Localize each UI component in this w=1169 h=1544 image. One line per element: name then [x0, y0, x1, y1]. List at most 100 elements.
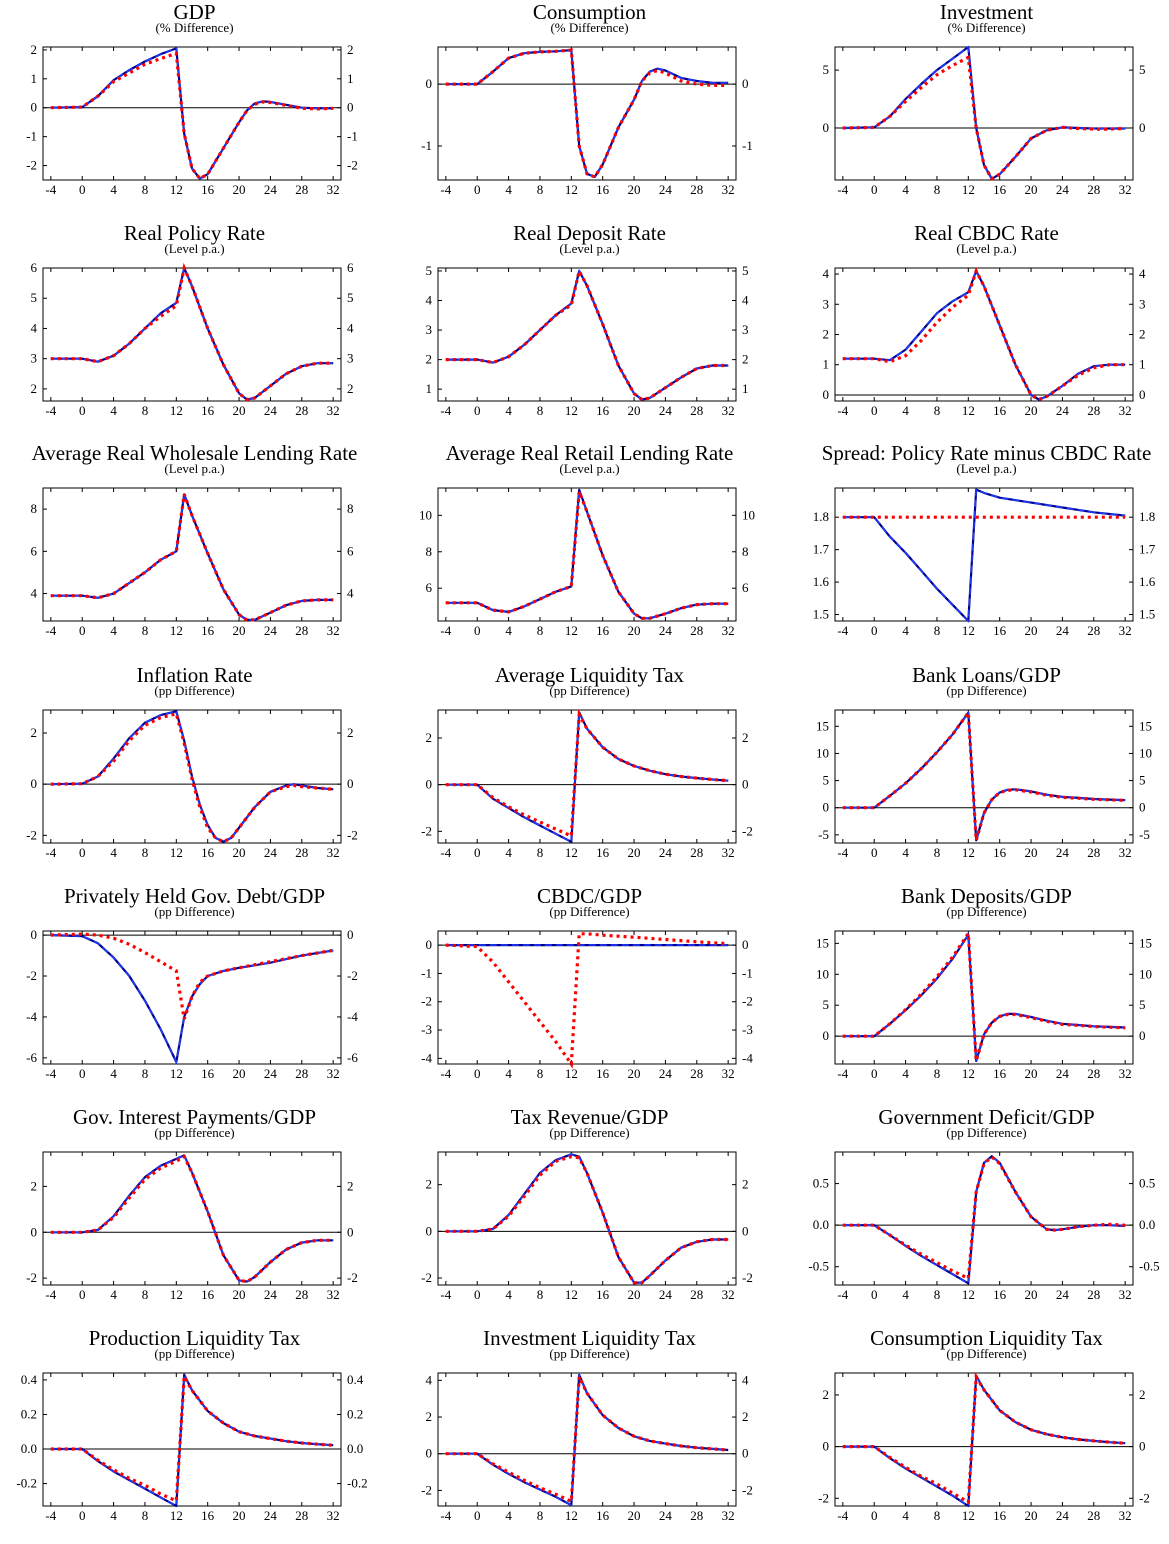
y-tick-label-right: 5: [1139, 773, 1146, 788]
x-tick-label: 16: [201, 1287, 215, 1302]
chart-subtitle: (% Difference): [155, 20, 234, 35]
x-tick-label: -4: [45, 845, 56, 860]
x-tick-label: 28: [295, 182, 308, 197]
series-line-solid: [445, 48, 729, 178]
chart-svg: -4 0 4 8 12 16 20 24 28 32 -2 -2 0 0 2 2: [818, 1371, 1150, 1523]
x-tick-label: 0: [871, 182, 878, 197]
x-tick-label: 4: [902, 403, 909, 418]
y-tick-label-right: 0: [1139, 1439, 1146, 1454]
chart-panel: Average Real Retail Lending Rate (Level p…: [395, 441, 784, 659]
x-tick-label: 8: [934, 182, 941, 197]
plot-frame: [437, 1372, 737, 1507]
chart-panel: Consumption Liquidity Tax (pp Difference)…: [792, 1326, 1169, 1544]
y-tick-label-right: 0: [1139, 1028, 1146, 1043]
y-tick-label-right: 0.4: [347, 1372, 364, 1387]
x-tick-label: 16: [201, 623, 215, 638]
y-tick-label-left: 2: [426, 352, 433, 367]
x-tick-label: 4: [110, 1287, 117, 1302]
x-tick-label: 4: [902, 1287, 909, 1302]
x-tick-label: 12: [170, 403, 183, 418]
x-tick-label: 20: [233, 845, 246, 860]
x-tick-label: 32: [722, 1287, 735, 1302]
x-tick-label: 12: [962, 1066, 975, 1081]
y-tick-label-left: -2: [421, 1270, 432, 1285]
chart-subtitle: (pp Difference): [549, 683, 630, 698]
x-tick-label: 20: [233, 1287, 246, 1302]
chart-svg: -4 0 4 8 12 16 20 24 28 32 -2 -2 0 0 2 2: [26, 709, 358, 860]
x-tick-label: 0: [79, 1066, 86, 1081]
x-tick-label: -4: [837, 1508, 848, 1523]
plot-frame: [834, 1151, 1134, 1286]
y-tick-label-left: 0: [823, 800, 830, 815]
x-tick-label: 8: [142, 1066, 149, 1081]
chart-subtitle: (pp Difference): [946, 1125, 1027, 1140]
x-tick-label: 0: [79, 1287, 86, 1302]
chart-subtitle: (pp Difference): [549, 1346, 630, 1361]
chart-title: Average Real Retail Lending Rate: [445, 441, 734, 465]
x-tick-label: 24: [1056, 1508, 1070, 1523]
x-tick-label: 32: [1119, 1287, 1132, 1302]
series-line-dotted: [842, 54, 1126, 181]
x-tick-label: 28: [295, 1287, 308, 1302]
series-line-solid: [50, 1373, 334, 1508]
y-tick-label-left: 0: [426, 937, 433, 952]
x-tick-label: 20: [1025, 1508, 1038, 1523]
x-tick-label: 8: [934, 845, 941, 860]
x-tick-label: 24: [1056, 1066, 1070, 1081]
y-tick-label-left: 0: [426, 76, 433, 91]
x-tick-label: 0: [871, 1508, 878, 1523]
x-tick-label: 4: [110, 623, 117, 638]
y-tick-label-right: 8: [347, 501, 354, 516]
x-tick-label: 16: [993, 1287, 1007, 1302]
chart-panel: Investment (% Difference) -4 0 4 8 12 16 20 24 28 3…: [792, 0, 1169, 218]
x-tick-label: 12: [565, 403, 578, 418]
x-tick-label: 32: [1119, 1066, 1132, 1081]
y-tick-label-right: 0: [742, 777, 749, 792]
x-tick-label: 0: [871, 1287, 878, 1302]
plot-frame: [437, 1151, 737, 1286]
y-tick-label-left: 6: [31, 260, 38, 275]
plot-frame: [42, 1151, 342, 1286]
x-tick-label: 28: [1087, 623, 1100, 638]
series-line-dotted: [842, 928, 1126, 1062]
x-tick-label: 4: [110, 182, 117, 197]
y-tick-label-right: 6: [347, 260, 354, 275]
x-tick-label: 4: [505, 1287, 512, 1302]
chart-title: Real Deposit Rate: [513, 221, 666, 245]
y-tick-label-left: 5: [823, 997, 830, 1012]
chart-svg: -4 0 4 8 12 16 20 24 28 32 -1 -1 0 0: [421, 46, 753, 197]
x-tick-label: 12: [962, 182, 975, 197]
y-tick-label-right: -1: [742, 965, 753, 980]
x-tick-label: 24: [1056, 182, 1070, 197]
plot-frame: [834, 1372, 1134, 1507]
y-tick-label-right: 2: [742, 730, 749, 745]
y-tick-label-right: 6: [347, 543, 354, 558]
y-tick-label-left: 10: [816, 966, 829, 981]
series-line-dotted: [445, 48, 729, 179]
chart-subtitle: (pp Difference): [946, 904, 1027, 919]
x-tick-label: 0: [474, 1066, 481, 1081]
x-tick-label: 32: [327, 1066, 340, 1081]
y-tick-label-right: 15: [1139, 718, 1152, 733]
x-tick-label: 4: [110, 1066, 117, 1081]
y-tick-label-right: 5: [742, 263, 749, 278]
x-tick-label: 4: [505, 845, 512, 860]
x-tick-label: 16: [596, 845, 610, 860]
x-tick-label: -4: [837, 1287, 848, 1302]
x-tick-label: 12: [962, 623, 975, 638]
chart-subtitle: (Level p.a.): [956, 241, 1017, 256]
x-tick-label: 28: [295, 623, 308, 638]
y-tick-label-left: 5: [426, 263, 433, 278]
series-line-solid: [842, 488, 1126, 623]
series-line-dashed: [842, 932, 1126, 1062]
y-tick-label-left: 0: [31, 776, 38, 791]
x-tick-label: 32: [327, 845, 340, 860]
y-tick-label-left: -2: [421, 1482, 432, 1497]
x-tick-label: 16: [596, 403, 610, 418]
series-line-dotted: [445, 266, 729, 402]
y-tick-label-left: 2: [426, 1409, 433, 1424]
y-tick-label-right: -0.2: [347, 1476, 368, 1491]
x-tick-label: 8: [934, 1287, 941, 1302]
y-tick-label-right: -1: [742, 138, 753, 153]
y-tick-label-right: 0.2: [347, 1406, 363, 1421]
